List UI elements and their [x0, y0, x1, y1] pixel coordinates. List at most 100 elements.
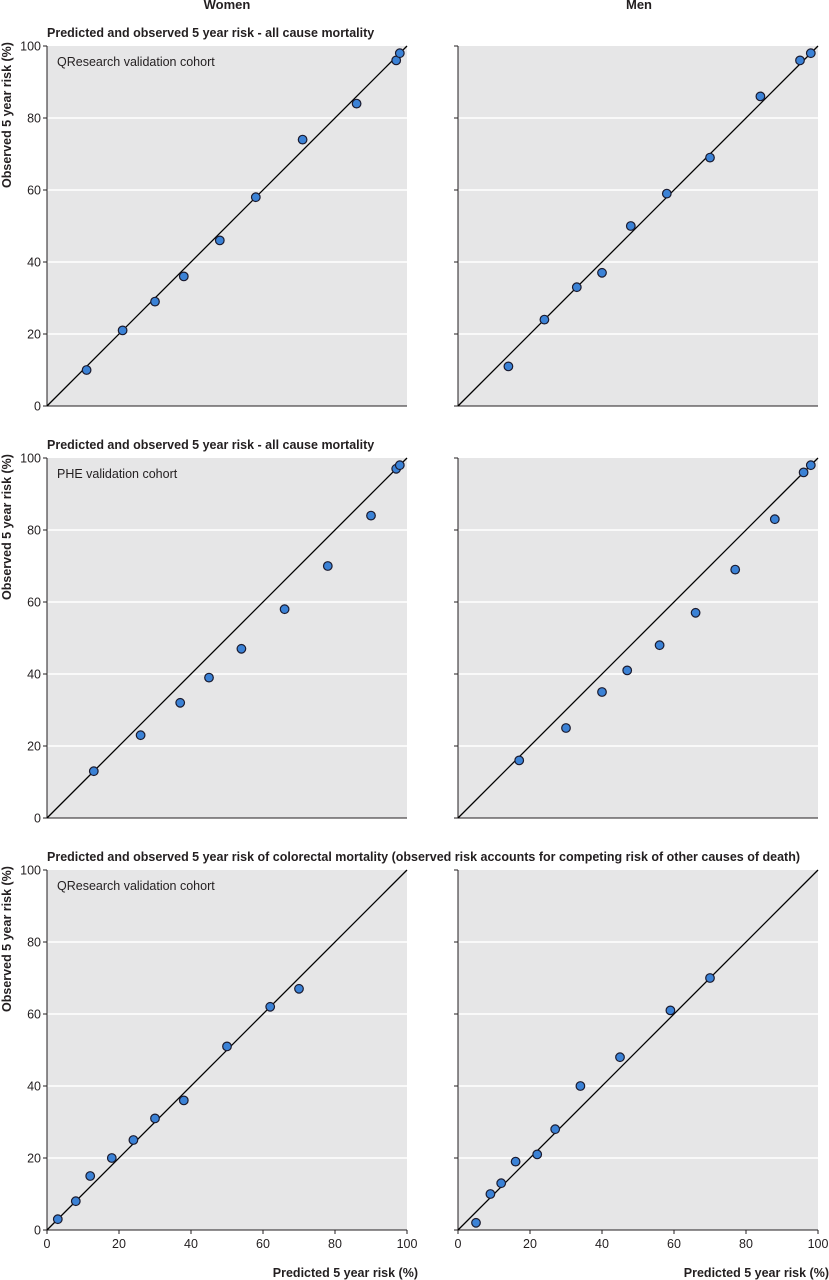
x-tick-label: 40 — [595, 1237, 609, 1251]
x-tick-label: 20 — [112, 1237, 126, 1251]
cohort-annotation: QResearch validation cohort — [57, 55, 215, 69]
data-point — [394, 48, 405, 59]
data-point — [265, 1001, 276, 1012]
x-tick-label: 40 — [184, 1237, 198, 1251]
data-point — [654, 640, 665, 651]
chart-panel-2 — [454, 45, 819, 407]
data-point — [214, 235, 225, 246]
data-point — [250, 192, 261, 203]
data-point — [117, 325, 128, 336]
data-point — [135, 730, 146, 741]
data-point — [485, 1189, 496, 1199]
y-axis-title-row-3: Observed 5 year risk (%) — [0, 866, 14, 1012]
data-point — [755, 91, 766, 102]
x-tick-label: 100 — [808, 1237, 829, 1251]
y-tick-label: 100 — [20, 452, 41, 466]
data-point — [496, 1178, 507, 1189]
data-point — [665, 1005, 676, 1016]
data-point — [52, 1214, 63, 1225]
reference-line — [46, 457, 408, 819]
row-title-1: Predicted and observed 5 year risk - all… — [47, 26, 374, 40]
data-point — [366, 510, 376, 521]
data-point — [805, 48, 816, 59]
data-point — [81, 365, 92, 375]
x-tick-label: 100 — [397, 1237, 418, 1251]
y-tick-label: 40 — [27, 668, 41, 682]
data-point — [150, 1113, 160, 1124]
y-tick-label: 80 — [27, 524, 41, 538]
cohort-annotation: PHE validation cohort — [57, 467, 178, 481]
data-point — [769, 514, 780, 525]
data-point — [514, 755, 525, 766]
x-tick-label: 80 — [328, 1237, 342, 1251]
y-tick-label: 0 — [34, 1224, 41, 1238]
data-point — [150, 296, 160, 307]
data-point — [503, 361, 514, 372]
x-axis-title-women: Predicted 5 year risk (%) — [273, 1266, 418, 1280]
data-point — [297, 134, 308, 145]
y-tick-label: 60 — [27, 596, 41, 610]
data-point — [175, 697, 186, 708]
data-point — [690, 607, 701, 618]
data-point — [661, 188, 672, 199]
row-title-3: Predicted and observed 5 year risk of co… — [47, 850, 800, 864]
data-point — [351, 98, 362, 109]
data-point — [622, 665, 633, 676]
chart-panel-3: 0 20 40 60 80 100 PHE validation cohort — [20, 452, 408, 826]
data-point — [294, 983, 304, 994]
data-point — [795, 55, 805, 66]
data-point — [625, 221, 636, 231]
x-tick-label: 60 — [256, 1237, 270, 1251]
x-tick-label: 0 — [44, 1237, 51, 1251]
y-tick-label: 60 — [27, 1008, 41, 1022]
data-point — [510, 1156, 521, 1167]
y-tick-label: 0 — [34, 400, 41, 414]
data-point — [705, 973, 715, 983]
chart-panel-1: 0 20 40 60 80 100 QResearch validation cohort — [20, 40, 408, 414]
data-point — [615, 1052, 625, 1063]
data-point — [575, 1081, 586, 1091]
y-tick-label: 40 — [27, 1080, 41, 1094]
data-point — [561, 723, 571, 733]
y-tick-label: 100 — [20, 864, 41, 878]
data-point — [798, 467, 809, 478]
data-point — [322, 561, 333, 571]
data-point — [222, 1041, 232, 1052]
y-tick-label: 100 — [20, 40, 41, 54]
data-point — [70, 1196, 81, 1207]
data-point — [279, 604, 290, 615]
y-axis-title-row-1: Observed 5 year risk (%) — [0, 42, 14, 188]
cohort-annotation: QResearch validation cohort — [57, 879, 215, 893]
data-point — [128, 1135, 139, 1145]
y-axis-title-row-2: Observed 5 year risk (%) — [0, 454, 14, 600]
x-tick-label: 0 — [455, 1237, 462, 1251]
y-tick-label: 60 — [27, 184, 41, 198]
panels: 0 20 40 60 80 100 QResearch validation cohort 0… — [20, 40, 828, 1252]
y-tick-label: 80 — [27, 936, 41, 950]
data-point — [178, 271, 189, 282]
reference-line — [46, 45, 408, 407]
x-tick-label: 20 — [523, 1237, 537, 1251]
x-tick-label: 80 — [739, 1237, 753, 1251]
data-point — [85, 1171, 96, 1181]
column-title-men: Men — [626, 0, 652, 12]
data-point — [178, 1095, 189, 1106]
y-tick-label: 20 — [27, 1152, 41, 1166]
y-tick-label: 20 — [27, 740, 41, 754]
data-point — [88, 766, 99, 777]
x-tick-label: 60 — [667, 1237, 681, 1251]
data-point — [597, 267, 607, 278]
reference-line — [457, 869, 819, 1231]
chart-panel-4 — [454, 457, 819, 819]
y-tick-label: 0 — [34, 812, 41, 826]
chart-panel-6: 0 20 40 60 80 100 — [454, 869, 829, 1251]
data-point — [597, 687, 607, 697]
column-title-women: Women — [204, 0, 251, 12]
y-tick-label: 80 — [27, 112, 41, 126]
data-point — [394, 460, 405, 471]
data-point — [236, 643, 247, 654]
data-point — [805, 460, 816, 471]
data-point — [204, 672, 214, 683]
y-tick-label: 20 — [27, 328, 41, 342]
